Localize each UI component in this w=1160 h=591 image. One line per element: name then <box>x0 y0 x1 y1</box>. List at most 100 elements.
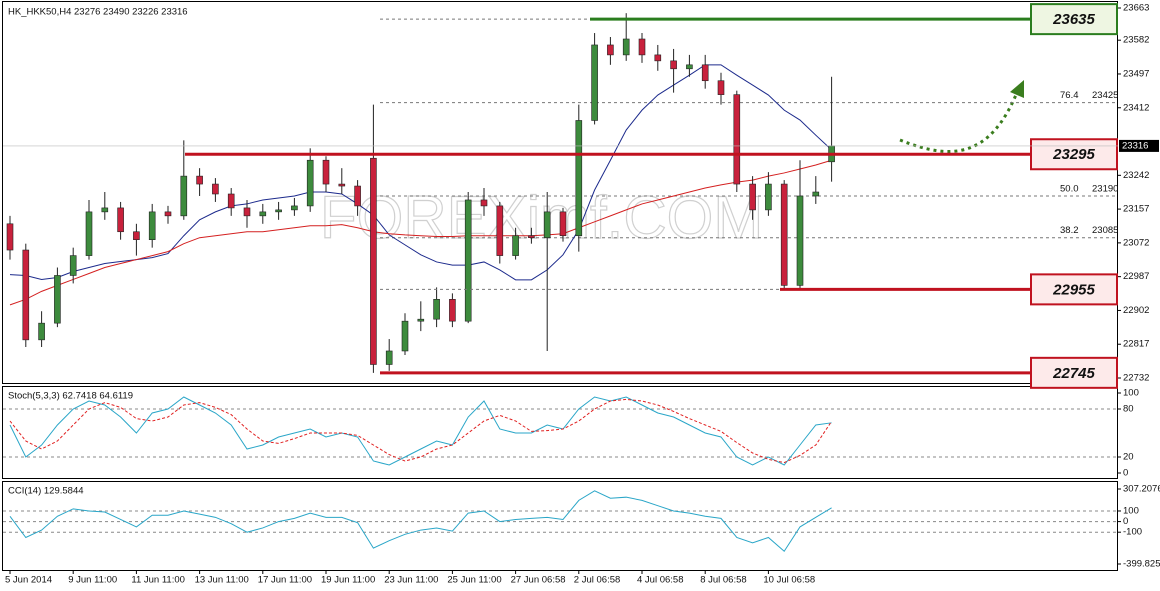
candle-body <box>512 235 519 256</box>
candle-body <box>196 175 203 185</box>
candle-body <box>212 183 219 195</box>
fib-ratio: 76.4 <box>1060 90 1079 101</box>
y-tick-label: 23242 <box>1123 170 1149 181</box>
candle-body <box>780 183 788 286</box>
candle-body <box>733 94 741 185</box>
x-tick-label: 10 Jul 06:58 <box>763 575 815 586</box>
candle-body <box>275 209 282 213</box>
main-panel <box>2 1 1118 384</box>
cci-title: CCI(14) 129.5844 <box>8 486 84 497</box>
candle-body <box>227 193 235 209</box>
candle-body <box>464 199 472 322</box>
level-label: 23635 <box>1052 11 1095 28</box>
indicator-line <box>9 490 832 553</box>
candle-body <box>480 199 488 207</box>
candle-body <box>180 175 188 217</box>
x-tick-label: 23 Jun 11:00 <box>384 575 438 586</box>
candle-body <box>496 205 504 256</box>
candle-body <box>401 320 409 352</box>
candle-body <box>259 211 267 217</box>
candle-body <box>291 205 298 211</box>
candle-body <box>701 64 709 82</box>
y-tick-label: -399.825 <box>1123 559 1160 570</box>
y-tick-label: 23582 <box>1123 35 1149 46</box>
level-label: 22745 <box>1052 365 1095 382</box>
candle-body <box>575 120 583 237</box>
candle-body <box>133 231 140 240</box>
candle-body <box>607 44 614 56</box>
y-tick-label: 20 <box>1123 452 1134 463</box>
y-tick-label: 23072 <box>1123 237 1149 248</box>
x-tick-label: 27 Jun 06:58 <box>511 575 566 586</box>
candle-body <box>749 183 756 211</box>
x-tick-label: 17 Jun 11:00 <box>258 575 312 586</box>
candle-body <box>148 211 156 240</box>
y-tick-label: 22732 <box>1123 373 1149 384</box>
candle-body <box>338 183 346 187</box>
candle-body <box>54 275 61 324</box>
candle-body <box>654 54 662 62</box>
candle-body <box>354 185 361 207</box>
candle-body <box>417 318 425 322</box>
x-tick-label: 25 Jun 11:00 <box>447 575 501 586</box>
last-price-label: 23316 <box>1122 140 1148 151</box>
y-tick-label: 23497 <box>1123 68 1149 79</box>
stoch-panel <box>2 386 1118 479</box>
y-tick-label: 22902 <box>1123 305 1149 316</box>
indicator-line <box>9 398 833 464</box>
y-tick-label: 0 <box>1123 516 1128 527</box>
level-box <box>1030 273 1118 306</box>
candle-body <box>591 44 598 121</box>
fib-ratio: 50.0 <box>1060 183 1079 194</box>
candle-body <box>528 235 535 239</box>
y-tick-label: 100 <box>1123 388 1139 399</box>
candle-body <box>69 255 77 276</box>
watermark: FOREXimf.COM <box>320 184 763 251</box>
x-tick-label: 19 Jun 11:00 <box>321 575 375 586</box>
x-tick-label: 5 Jun 2014 <box>5 575 52 586</box>
candle-body <box>622 38 630 56</box>
moving-average <box>9 159 832 306</box>
fib-value: 23085 <box>1092 225 1118 236</box>
level-box <box>1030 3 1118 36</box>
candle-body <box>164 211 172 217</box>
candle-body <box>370 157 377 365</box>
moving-average <box>9 64 832 281</box>
indicator-line <box>9 396 832 466</box>
chart-title: HK_HKK50,H4 23276 23490 23226 23316 <box>8 7 188 18</box>
candle-body <box>101 207 109 213</box>
fib-value: 23190 <box>1092 183 1118 194</box>
forecast-arrow-head <box>1010 80 1024 98</box>
y-tick-label: 100 <box>1123 505 1139 516</box>
y-tick-label: 0 <box>1123 468 1128 479</box>
candle-body <box>385 350 393 365</box>
candle-body <box>543 211 551 239</box>
y-tick-label: 22817 <box>1123 339 1149 350</box>
x-tick-label: 8 Jul 06:58 <box>700 575 746 586</box>
x-tick-label: 4 Jul 06:58 <box>637 575 683 586</box>
candle-body <box>638 38 646 56</box>
candle-body <box>85 211 93 256</box>
candle-body <box>243 207 251 217</box>
fib-ratio: 38.2 <box>1060 225 1079 236</box>
candle-body <box>449 299 456 322</box>
x-tick-label: 9 Jun 11:00 <box>68 575 117 586</box>
last-price-box <box>1119 139 1159 152</box>
y-tick-label: 80 <box>1123 404 1134 415</box>
candle-body <box>433 299 440 320</box>
candle-body <box>38 322 45 341</box>
x-tick-label: 2 Jul 06:58 <box>574 575 620 586</box>
y-tick-label: 22987 <box>1123 271 1149 282</box>
candle-body <box>670 60 677 70</box>
candle-body <box>6 223 14 251</box>
level-box <box>1030 138 1118 171</box>
candle-body <box>765 183 772 211</box>
candle-body <box>117 207 124 233</box>
y-tick-label: 23663 <box>1123 3 1149 14</box>
y-tick-label: -100 <box>1123 527 1142 538</box>
candle-body <box>717 80 725 95</box>
level-box <box>1030 356 1118 389</box>
